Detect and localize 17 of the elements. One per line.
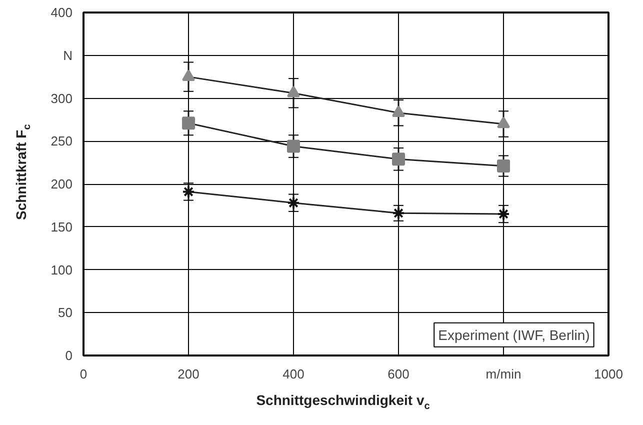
- y-tick-label: 100: [50, 262, 73, 278]
- x-tick-label: m/min: [486, 366, 522, 382]
- y-tick-label: 400: [50, 5, 73, 20]
- y-tick-label: 300: [50, 90, 73, 106]
- y-tick-label: 150: [50, 219, 73, 234]
- annotation: Experiment (IWF, Berlin): [438, 326, 590, 343]
- x-tick-label: 600: [388, 366, 410, 382]
- x-tick-label: 200: [178, 366, 200, 382]
- y-tick-label: 50: [58, 305, 73, 320]
- x-axis-title: Schnittgeschwindigkeit v$_{c}$: [255, 391, 431, 414]
- y-tick-label: 0: [65, 348, 73, 363]
- x-tick-label: 0: [80, 366, 88, 382]
- x-tick-label: 1000: [594, 366, 623, 382]
- x-tick-label: 400: [282, 366, 304, 382]
- y-tick-label: N: [63, 48, 72, 63]
- y-tick-label: 250: [50, 134, 73, 149]
- y-tick-label: 200: [50, 176, 73, 192]
